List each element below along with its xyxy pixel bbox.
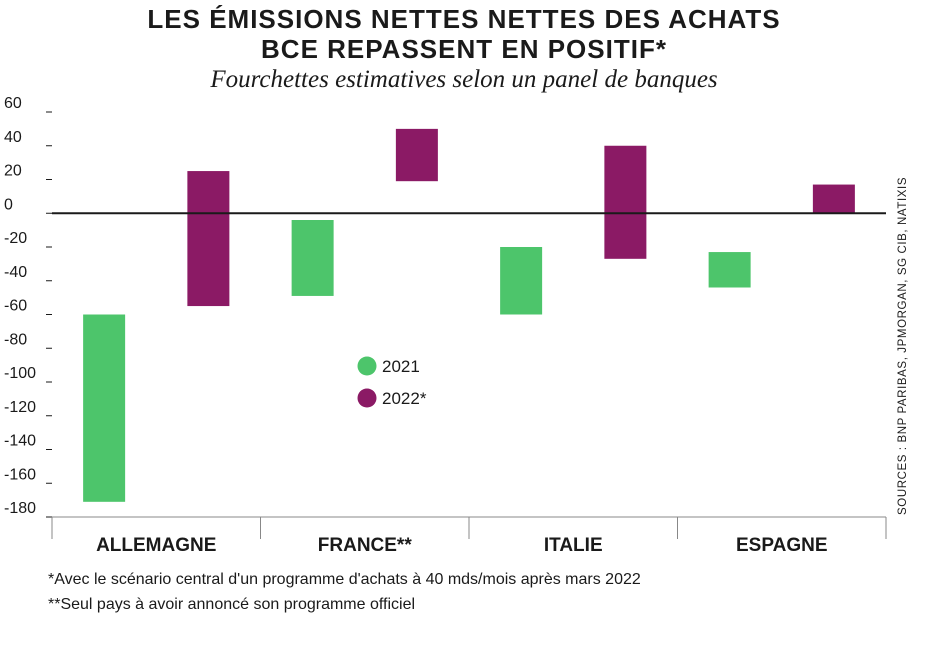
x-category-label: ITALIE — [544, 535, 603, 556]
footnote-1: *Avec le scénario central d'un programme… — [48, 571, 641, 588]
chart-title-line-2: BCE REPASSENT EN POSITIF* — [261, 34, 667, 64]
y-tick-label: -60 — [4, 298, 27, 315]
y-tick-label: -180 — [4, 500, 36, 517]
footnote-2: **Seul pays à avoir annoncé son programm… — [48, 596, 416, 613]
legend-marker — [357, 388, 377, 408]
y-tick-label: 60 — [4, 95, 22, 112]
chart-title-line-1: LES ÉMISSIONS NETTES NETTES DES ACHATS — [147, 4, 781, 34]
range-bar-2022-3 — [812, 184, 855, 214]
y-tick-label: 40 — [4, 129, 22, 146]
chart-title: LES ÉMISSIONS NETTES NETTES DES ACHATS B… — [0, 4, 928, 64]
y-tick-label: -20 — [4, 230, 27, 247]
range-bar-2022-2 — [604, 145, 647, 259]
x-category-label: ESPAGNE — [736, 535, 828, 556]
range-bar-2021-2 — [500, 247, 543, 315]
y-tick-label: -100 — [4, 365, 36, 382]
range-bar-2021-0 — [83, 314, 126, 502]
range-bar-2021-1 — [291, 220, 334, 296]
legend-label: 2021 — [382, 357, 420, 376]
range-bar-2021-3 — [708, 252, 751, 288]
x-category-label: ALLEMAGNE — [96, 535, 216, 556]
x-category-label: FRANCE** — [318, 535, 413, 556]
y-tick-label: -120 — [4, 399, 36, 416]
y-tick-label: 20 — [4, 163, 22, 180]
range-bar-2022-0 — [187, 171, 230, 307]
chart-subtitle: Fourchettes estimatives selon un panel d… — [210, 66, 718, 93]
source-note: SOURCES : BNP PARIBAS, JPMORGAN, SG CIB,… — [897, 176, 909, 515]
y-tick-label: -80 — [4, 331, 27, 348]
y-tick-label: 0 — [4, 196, 13, 213]
y-tick-label: -140 — [4, 433, 36, 450]
legend-label: 2022* — [382, 389, 427, 408]
legend-marker — [357, 356, 377, 376]
range-bar-2022-1 — [395, 128, 438, 182]
y-tick-label: -160 — [4, 466, 36, 483]
y-tick-label: -40 — [4, 264, 27, 281]
